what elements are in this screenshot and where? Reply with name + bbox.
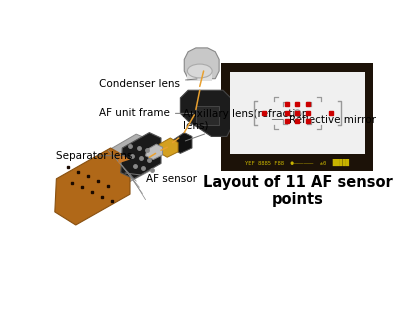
Polygon shape bbox=[158, 138, 178, 157]
Polygon shape bbox=[121, 133, 161, 179]
Polygon shape bbox=[184, 48, 219, 79]
Bar bbox=[196, 106, 219, 125]
Polygon shape bbox=[171, 133, 192, 153]
Polygon shape bbox=[107, 134, 150, 187]
Polygon shape bbox=[180, 90, 231, 136]
Polygon shape bbox=[55, 148, 130, 225]
Text: Reflective mirror: Reflective mirror bbox=[272, 115, 376, 125]
Polygon shape bbox=[110, 148, 130, 163]
Text: YEF 8885 F88  ●——————  ±0  █████: YEF 8885 F88 ●—————— ±0 █████ bbox=[245, 159, 349, 166]
Ellipse shape bbox=[187, 64, 212, 78]
Bar bbox=[187, 69, 212, 81]
Polygon shape bbox=[145, 144, 163, 159]
Bar bbox=[230, 72, 365, 154]
Text: AF unit frame: AF unit frame bbox=[99, 108, 193, 118]
Polygon shape bbox=[245, 106, 273, 133]
Text: Separator lens: Separator lens bbox=[56, 151, 133, 161]
Bar bbox=[221, 63, 373, 171]
Text: Auxillary lens(refraction
lens): Auxillary lens(refraction lens) bbox=[183, 109, 308, 141]
Text: Condenser lens: Condenser lens bbox=[99, 79, 197, 89]
Text: AF sensor: AF sensor bbox=[125, 173, 197, 184]
Text: Layout of 11 AF sensor
points: Layout of 11 AF sensor points bbox=[202, 175, 392, 207]
